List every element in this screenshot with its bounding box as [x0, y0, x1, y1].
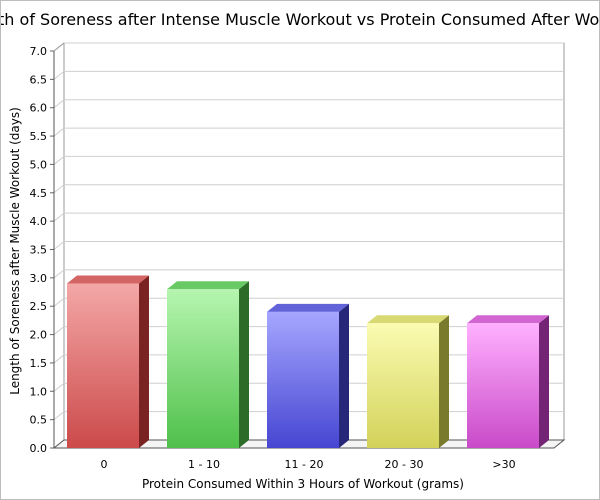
bar-front	[267, 311, 339, 448]
y-tick-label: 4.0	[30, 215, 48, 228]
bar	[267, 303, 349, 448]
y-tick-labels: 0.0 0.5 1.0 1.5 2.0 2.5 3.0 3.5 4.0 4.5 5.0 5.5 6.0 6…	[30, 45, 48, 455]
grid-line-side	[53, 411, 65, 421]
y-tick-label: 6.5	[30, 73, 48, 86]
bar-top	[67, 275, 149, 284]
x-tick-label: 11 - 20	[285, 458, 324, 471]
bar	[367, 315, 449, 448]
grid-line-side	[53, 241, 65, 250]
bars	[67, 275, 549, 448]
y-tick-label: 2.0	[30, 329, 48, 342]
grid-line-side	[53, 382, 65, 392]
grid-line-side	[53, 127, 65, 137]
plot-corner-line	[53, 42, 65, 52]
y-axis-label: Length of Soreness after Muscle Workout …	[8, 107, 22, 395]
x-tick-label: 1 - 10	[188, 458, 220, 471]
bar-side	[139, 275, 149, 448]
bar	[67, 275, 149, 448]
x-tick-label: 0	[101, 458, 108, 471]
grid-line-side	[53, 269, 65, 279]
bar-top	[467, 315, 549, 324]
y-tick-label: 7.0	[30, 45, 48, 58]
y-tick-label: 5.5	[30, 130, 48, 143]
y-tick-label: 2.5	[30, 300, 48, 313]
bar	[467, 315, 549, 448]
y-tick-label: 0.5	[30, 414, 48, 427]
grid-line-side	[53, 156, 65, 165]
bar-side	[339, 303, 349, 448]
grid-line-side	[53, 70, 65, 80]
chart-title: Length of Soreness after Intense Muscle …	[1, 10, 599, 29]
bar-top	[267, 303, 349, 312]
bar-top	[367, 315, 449, 324]
y-tick-label: 4.5	[30, 187, 48, 200]
bar	[167, 281, 249, 448]
grid-line-side	[53, 354, 65, 364]
grid-line-side	[53, 99, 65, 109]
bar-top	[167, 281, 249, 290]
bar-side	[539, 315, 549, 448]
y-tick-label: 1.5	[30, 357, 48, 370]
bar-side	[439, 315, 449, 448]
y-tick-label: 3.5	[30, 244, 48, 257]
bar-side	[239, 281, 249, 448]
y-tick-label: 6.0	[30, 102, 48, 115]
x-tick-label: 20 - 30	[385, 458, 424, 471]
bar-front	[167, 289, 239, 448]
grid-line-side	[53, 297, 65, 307]
y-tick-label: 0.0	[30, 442, 48, 455]
y-tick-label: 5.0	[30, 158, 48, 171]
bar-front	[67, 283, 139, 448]
grid-line-side	[53, 326, 65, 335]
grid-line-side	[53, 184, 65, 194]
y-tick-label: 1.0	[30, 385, 48, 398]
bar-front	[467, 323, 539, 448]
x-tick-labels: 0 1 - 10 11 - 20 20 - 30 >30	[101, 458, 516, 471]
y-tick-label: 3.0	[30, 272, 48, 285]
x-axis-label: Protein Consumed Within 3 Hours of Worko…	[142, 477, 464, 491]
bar-front	[367, 323, 439, 448]
grid-line-side	[53, 212, 65, 222]
x-tick-label: >30	[492, 458, 515, 471]
